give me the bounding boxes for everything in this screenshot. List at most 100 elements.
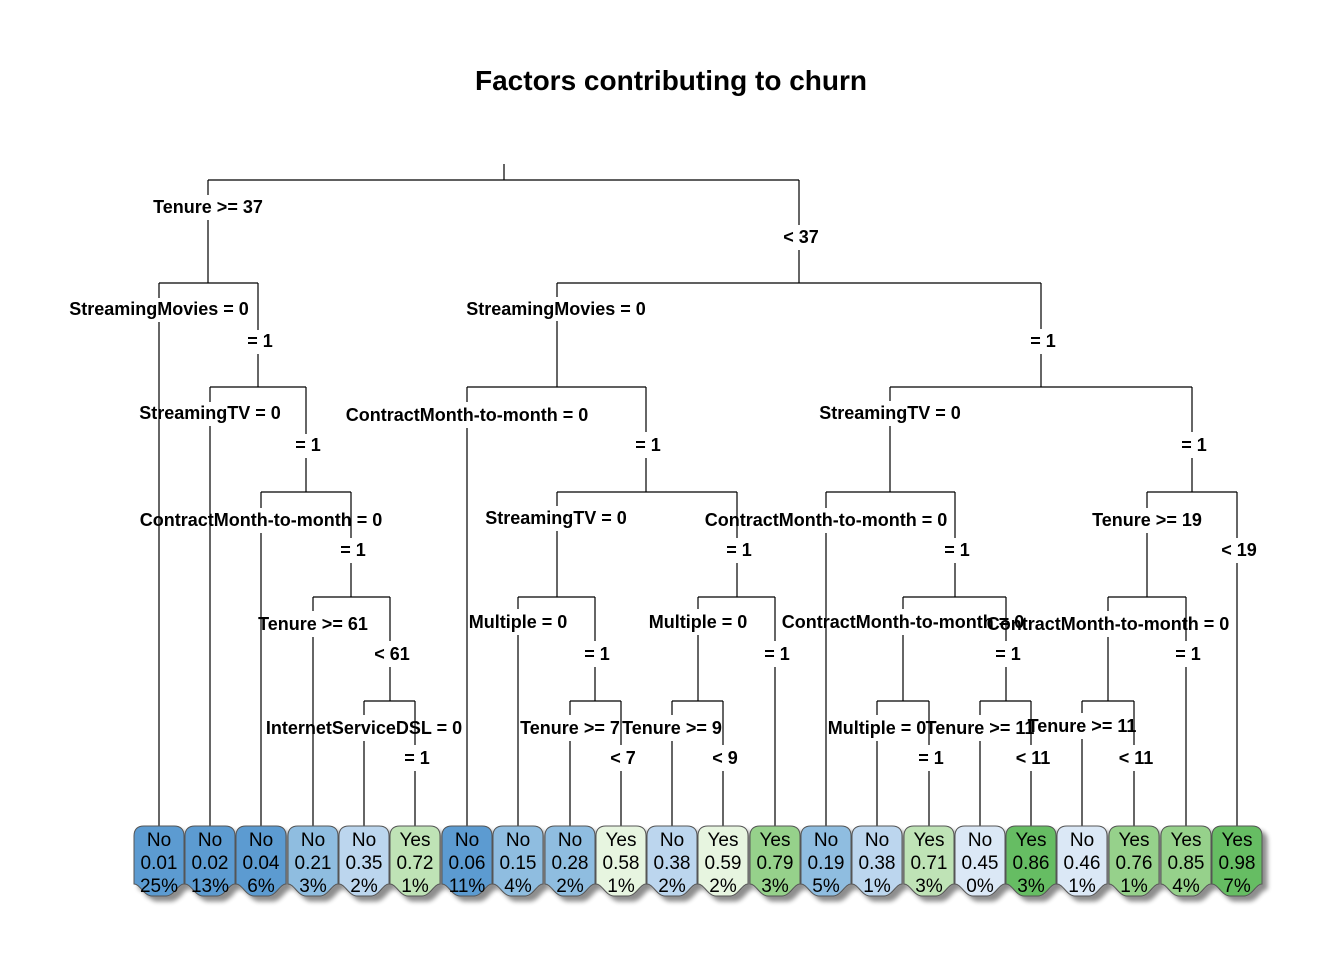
leaf-class: No: [1070, 830, 1094, 851]
leaf-box: [1108, 825, 1160, 897]
split-label: = 1: [247, 331, 273, 351]
leaf-percent: 1%: [1068, 876, 1096, 897]
split-label: Tenure >= 7: [520, 718, 620, 738]
leaf-box: [1056, 825, 1108, 897]
split-label: = 1: [584, 644, 610, 664]
leaf-probability: 0.72: [397, 853, 434, 874]
split-label: StreamingTV = 0: [819, 403, 961, 423]
leaf-class: No: [249, 830, 273, 851]
leaf-percent: 1%: [863, 876, 891, 897]
leaf-node: No0.352%: [338, 825, 390, 897]
leaf-box: [287, 825, 339, 897]
leaf-box: [389, 825, 441, 897]
leaf-class: No: [660, 830, 684, 851]
leaf-probability: 0.28: [552, 853, 589, 874]
tree-edges: [158, 164, 1238, 826]
leaf-class: No: [558, 830, 582, 851]
chart-title: Factors contributing to churn: [475, 65, 867, 96]
leaf-box: [697, 825, 749, 897]
leaf-probability: 0.06: [449, 853, 486, 874]
leaf-probability: 0.38: [654, 853, 691, 874]
leaf-probability: 0.86: [1013, 853, 1050, 874]
split-label: Multiple = 0: [828, 718, 927, 738]
leaf-probability: 0.85: [1168, 853, 1205, 874]
leaf-percent: 4%: [1172, 876, 1200, 897]
split-label: ContractMonth-to-month = 0: [987, 614, 1229, 634]
leaf-box: [749, 825, 801, 897]
split-label: = 1: [944, 540, 970, 560]
split-label: Tenure >= 11: [1028, 716, 1137, 736]
split-label: = 1: [764, 644, 790, 664]
split-label: < 37: [783, 227, 819, 247]
leaf-class: Yes: [1171, 830, 1202, 851]
leaf-box: [544, 825, 596, 897]
leaf-percent: 1%: [1120, 876, 1148, 897]
split-label: = 1: [1175, 644, 1201, 664]
split-label: < 61: [374, 644, 410, 664]
leaf-probability: 0.46: [1064, 853, 1101, 874]
leaf-percent: 1%: [401, 876, 429, 897]
split-label: < 11: [1016, 748, 1051, 768]
leaf-box: [903, 825, 955, 897]
split-label: < 19: [1221, 540, 1257, 560]
split-label: < 9: [712, 748, 738, 768]
split-label: Tenure >= 9: [622, 718, 722, 738]
split-label: ContractMonth-to-month = 0: [346, 405, 588, 425]
leaf-probability: 0.35: [346, 853, 383, 874]
leaf-box: [235, 825, 287, 897]
split-label: = 1: [295, 435, 321, 455]
leaf-box: [338, 825, 390, 897]
leaf-probability: 0.38: [859, 853, 896, 874]
split-label: = 1: [340, 540, 366, 560]
leaf-probability: 0.01: [141, 853, 178, 874]
leaf-box: [954, 825, 1006, 897]
leaf-percent: 2%: [709, 876, 737, 897]
leaf-class: No: [814, 830, 838, 851]
leaf-probability: 0.45: [962, 853, 999, 874]
leaf-probability: 0.15: [500, 853, 537, 874]
split-label: Multiple = 0: [649, 612, 748, 632]
leaf-percent: 25%: [140, 876, 178, 897]
leaf-probability: 0.19: [808, 853, 845, 874]
leaf-class: Yes: [400, 830, 431, 851]
leaf-node: No0.450%: [954, 825, 1006, 897]
leaf-class: No: [147, 830, 171, 851]
leaf-probability: 0.21: [295, 853, 332, 874]
split-label: = 1: [918, 748, 944, 768]
split-label: InternetServiceDSL = 0: [266, 718, 462, 738]
split-label: Tenure >= 61: [258, 614, 368, 634]
split-label: = 1: [404, 748, 430, 768]
split-label: = 1: [1030, 331, 1056, 351]
split-label: Tenure >= 19: [1092, 510, 1202, 530]
leaf-percent: 0%: [966, 876, 994, 897]
split-label: = 1: [635, 435, 661, 455]
leaf-percent: 3%: [299, 876, 327, 897]
leaf-class: Yes: [760, 830, 791, 851]
split-label: StreamingTV = 0: [139, 403, 281, 423]
leaf-percent: 2%: [658, 876, 686, 897]
leaf-node: No0.282%: [544, 825, 596, 897]
leaf-node: No0.213%: [287, 825, 339, 897]
leaf-class: No: [301, 830, 325, 851]
leaf-probability: 0.02: [192, 853, 229, 874]
leaf-probability: 0.59: [705, 853, 742, 874]
split-label: < 11: [1119, 748, 1154, 768]
leaf-box: [133, 825, 185, 897]
split-label: = 1: [995, 644, 1021, 664]
leaf-percent: 6%: [247, 876, 275, 897]
leaf-class: No: [455, 830, 479, 851]
leaf-class: No: [865, 830, 889, 851]
leaf-probability: 0.04: [243, 853, 280, 874]
split-label: ContractMonth-to-month = 0: [705, 510, 947, 530]
leaf-probability: 0.71: [911, 853, 948, 874]
leaf-probability: 0.76: [1116, 853, 1153, 874]
leaf-percent: 3%: [761, 876, 789, 897]
